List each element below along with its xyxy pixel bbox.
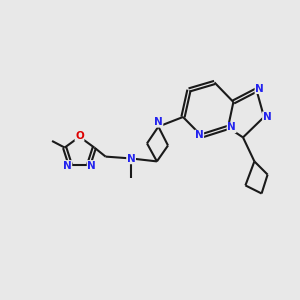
Text: N: N [154,117,163,127]
Text: N: N [87,160,96,171]
Text: N: N [63,160,72,171]
Text: N: N [262,112,272,122]
Text: N: N [127,154,136,164]
Text: N: N [195,130,204,140]
Text: N: N [227,122,236,133]
Text: O: O [75,131,84,141]
Text: N: N [255,83,264,94]
